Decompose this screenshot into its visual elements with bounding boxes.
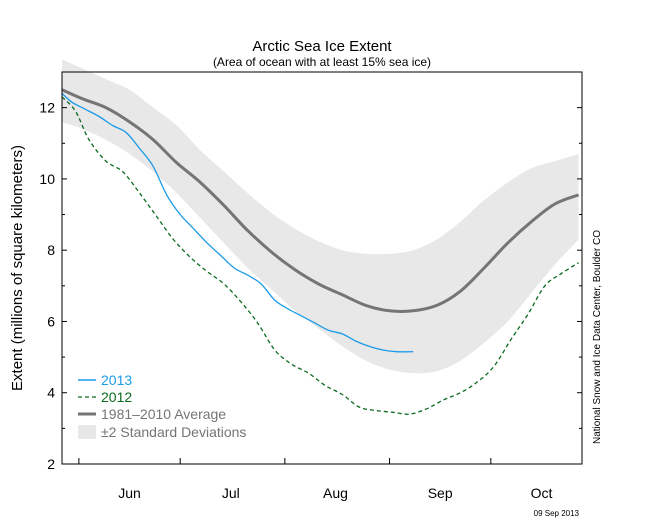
- plot-frame: [61, 71, 583, 465]
- chart-title: Arctic Sea Ice Extent: [252, 38, 392, 55]
- legend-label-std-dev: ±2 Standard Deviations: [101, 424, 246, 440]
- legend-swatch-std-dev: [78, 425, 96, 439]
- legend-label-average: 1981–2010 Average: [101, 406, 226, 422]
- legend: 2013 2012 1981–2010 Average ±2 Standard …: [78, 372, 246, 440]
- std-dev-band: [62, 59, 579, 374]
- legend-label-2013: 2013: [101, 372, 132, 388]
- legend-label-2012: 2012: [101, 389, 132, 405]
- y-tick-label: 4: [47, 385, 55, 401]
- series-line-2012: [61, 96, 579, 415]
- chart-subtitle: (Area of ocean with at least 15% sea ice…: [213, 55, 431, 69]
- y-tick-label: 6: [47, 313, 55, 329]
- y-axis-label: Extent (millions of square kilometers): [9, 145, 26, 391]
- series-lines-layer: [61, 88, 580, 415]
- x-tick-label: Sep: [428, 485, 453, 501]
- date-stamp: 09 Sep 2013: [534, 509, 580, 518]
- x-tick-label: Oct: [531, 485, 553, 501]
- x-tick-label: Jun: [118, 485, 141, 501]
- y-tick-label: 8: [47, 242, 55, 258]
- credit-text: National Snow and Ice Data Center, Bould…: [592, 230, 603, 444]
- series-line-2013: [61, 92, 414, 353]
- y-tick-label: 10: [39, 171, 55, 187]
- x-tick-label: Aug: [323, 485, 348, 501]
- x-tick-label: Jul: [222, 485, 240, 501]
- series-line-1981-2010-average: [61, 88, 580, 313]
- axis-ticks: 2 4 6 8 10 12 Jun Jul Aug Sep Oct: [39, 100, 582, 501]
- y-tick-label: 12: [39, 100, 55, 116]
- y-tick-label: 2: [47, 456, 55, 472]
- std-dev-band-layer: [62, 59, 579, 374]
